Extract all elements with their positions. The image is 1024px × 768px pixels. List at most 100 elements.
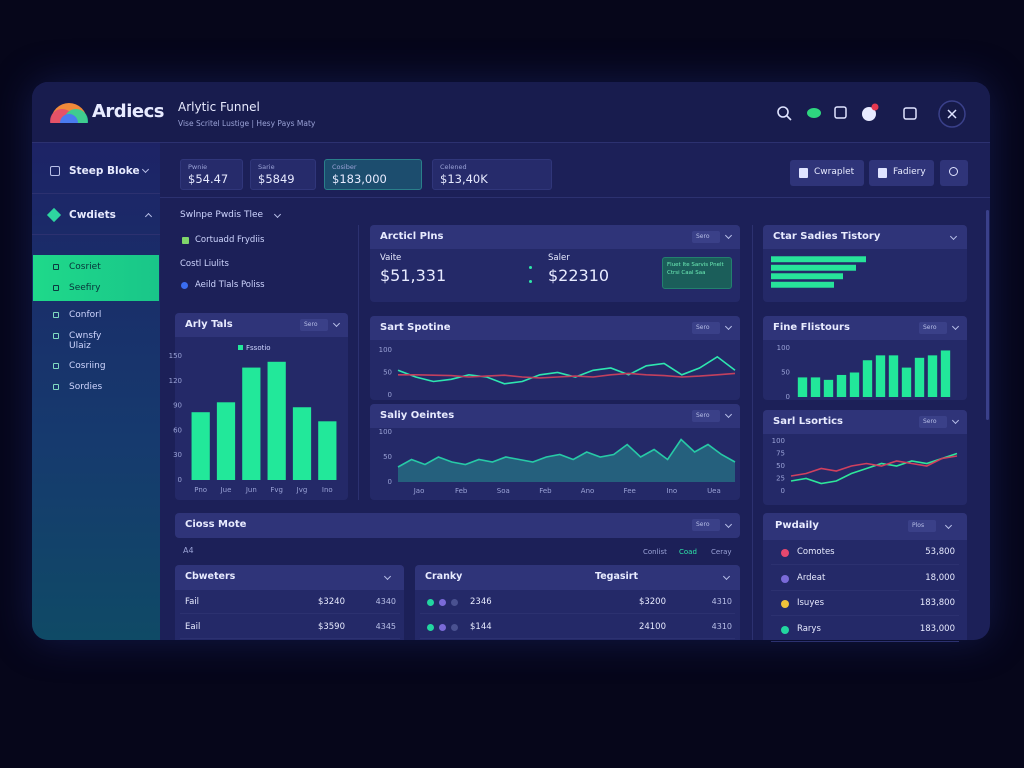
dropdown-label[interactable]: Sero <box>304 321 318 328</box>
kpi-value: $22310 <box>548 266 610 285</box>
divider <box>420 638 735 639</box>
filter-icon <box>182 237 189 244</box>
row-dot <box>427 624 434 631</box>
dropdown[interactable] <box>692 231 720 243</box>
dropdown[interactable] <box>919 416 947 428</box>
dropdown-label[interactable]: Plos <box>912 522 925 529</box>
stat-label: Cosiber <box>332 163 357 171</box>
card <box>175 313 348 500</box>
row-dot <box>451 599 458 606</box>
card-header <box>370 316 740 340</box>
dropdown-label[interactable]: Sero <box>696 521 710 528</box>
sidebar-item[interactable]: Sordies <box>69 382 103 392</box>
divider <box>771 615 959 616</box>
card-title: Pwdaily <box>775 520 819 531</box>
table-cell: Fail <box>185 597 200 607</box>
stat-value: $54.47 <box>188 172 229 186</box>
item-icon <box>53 384 59 390</box>
card-title: Arcticl Plns <box>380 231 444 242</box>
page-subtitle: Vise Scritel Lustige | Hesy Pays Maty <box>178 119 316 128</box>
card-header <box>763 225 967 249</box>
card-header <box>175 565 404 590</box>
item-icon <box>53 285 59 291</box>
divider <box>771 640 959 642</box>
list-dot <box>781 625 789 634</box>
sidebar-item[interactable]: Cosriet <box>69 262 101 272</box>
stat-value: $183,000 <box>332 172 387 186</box>
list-dot <box>781 600 789 608</box>
dropdown-label[interactable]: Sero <box>923 324 937 331</box>
divider <box>180 638 400 639</box>
dropdown[interactable] <box>300 319 328 331</box>
stat-label: Pwnie <box>188 163 208 171</box>
section-bar <box>175 513 740 538</box>
list-value: 183,000 <box>919 623 955 634</box>
logo-text: Ardiecs <box>92 101 164 122</box>
list-value: 18,000 <box>925 572 955 583</box>
kpi-value: $51,331 <box>380 266 447 285</box>
item-icon <box>53 363 59 369</box>
dropdown-label[interactable]: Sero <box>696 233 710 240</box>
app-header <box>32 82 990 143</box>
page-title: Arlytic Funnel <box>178 100 260 114</box>
table-cell: 4310 <box>711 622 732 631</box>
tab[interactable]: Ceray <box>711 548 732 556</box>
search-icon <box>949 167 958 176</box>
divider <box>752 225 753 640</box>
table-cell: 4340 <box>375 597 396 606</box>
stat-value: $5849 <box>258 172 295 186</box>
stat-box <box>180 159 243 190</box>
list-label: Comotes <box>797 547 835 557</box>
filter-item[interactable]: Cortuadd Frydiis <box>195 235 265 245</box>
stat-value: $13,40K <box>440 172 488 186</box>
row-dot <box>439 599 446 606</box>
scrollbar <box>986 210 989 420</box>
button-icon <box>878 168 887 178</box>
sidebar-item[interactable]: Conforl <box>69 310 102 320</box>
row-dot <box>439 624 446 631</box>
dropdown[interactable] <box>692 322 720 334</box>
sidebar-item[interactable]: Seefiry <box>69 283 101 293</box>
active-band <box>33 255 159 301</box>
table-cell: $3240 <box>317 597 345 607</box>
section-count: A4 <box>183 546 194 555</box>
kpi-label: Saler <box>548 253 570 263</box>
dropdown[interactable] <box>692 410 720 422</box>
list-dot <box>781 574 789 583</box>
stat-box <box>324 159 422 190</box>
tab[interactable]: Conlist <box>643 548 667 556</box>
filter-item[interactable]: Aeild Tlals Poliss <box>195 280 265 290</box>
item-icon <box>53 264 59 270</box>
dropdown-label[interactable]: Sero <box>923 418 937 425</box>
divider <box>32 234 160 235</box>
dropdown-label[interactable]: Sero <box>696 412 710 419</box>
dropdown[interactable] <box>692 519 720 531</box>
button-icon <box>799 168 808 178</box>
list-label: Ardeat <box>797 572 826 583</box>
card-title: Fine Flistours <box>773 322 850 333</box>
card-header <box>370 404 740 428</box>
list-dot <box>781 549 789 557</box>
sidebar-item[interactable]: Cosriing <box>69 361 106 371</box>
filter-item[interactable]: Costl Liulits <box>180 259 229 269</box>
tab[interactable]: Coad <box>679 548 697 556</box>
sidebar-section[interactable]: Cwdiets <box>69 209 116 221</box>
dropdown[interactable] <box>908 520 936 532</box>
filter-title[interactable]: Swlnpe Pwdis Tlee <box>180 210 264 220</box>
action-label[interactable]: Cwraplet <box>814 167 855 177</box>
menu-icon <box>50 166 60 176</box>
note-text: Fluet Ite Sarvis Pnelt Ctrsi Caal Saa <box>667 262 724 277</box>
row-dot <box>451 624 458 631</box>
action-label[interactable]: Fadiery <box>893 167 926 177</box>
divider <box>180 613 400 614</box>
table-header: Tegasirt <box>595 571 639 582</box>
sidebar-menu[interactable]: Steep Bloke <box>69 165 140 177</box>
dropdown-label[interactable]: Sero <box>696 324 710 331</box>
kpi-marker <box>529 266 532 269</box>
kpi-marker <box>529 280 532 283</box>
sidebar-item[interactable]: Cwnsfy Ulaiz <box>69 331 102 351</box>
dropdown[interactable] <box>919 322 947 334</box>
card-header <box>415 565 740 590</box>
divider <box>358 225 359 500</box>
section-title: Cioss Mote <box>185 519 247 530</box>
